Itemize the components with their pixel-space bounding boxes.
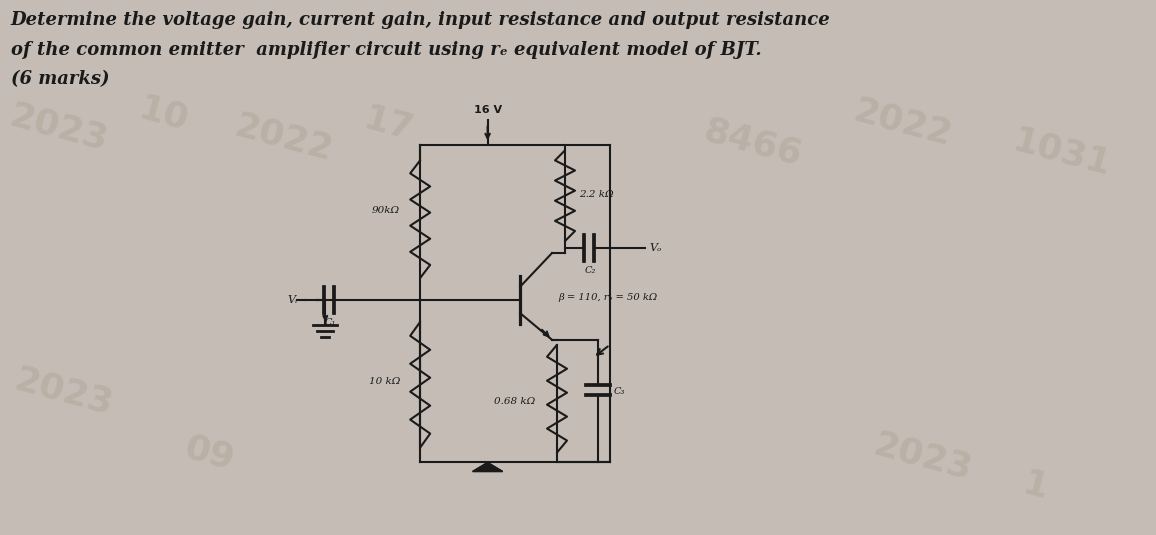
Text: 17: 17 [361,102,417,147]
Text: 1: 1 [1020,467,1052,507]
Text: 10 kΩ: 10 kΩ [369,377,400,386]
Text: 2023: 2023 [10,363,117,422]
Text: 8466: 8466 [699,113,806,172]
Text: 2023: 2023 [6,98,112,157]
Text: C₂: C₂ [584,266,595,275]
Text: 2022: 2022 [850,94,956,152]
Text: 2.2 kΩ: 2.2 kΩ [579,190,614,198]
Text: C₁: C₁ [325,318,336,327]
Text: β = 110, rₒ = 50 kΩ: β = 110, rₒ = 50 kΩ [558,293,657,302]
Text: 2023: 2023 [869,427,976,486]
Text: Vₒ: Vₒ [650,243,662,253]
Text: 10: 10 [135,91,193,137]
Text: 1031: 1031 [1009,124,1116,182]
Polygon shape [473,462,503,471]
Text: 0.68 kΩ: 0.68 kΩ [494,396,535,406]
Text: (6 marks): (6 marks) [10,71,109,88]
Text: 16 V: 16 V [474,105,502,116]
Text: of the common emitter  amplifier circuit using rₑ equivalent model of BJT.: of the common emitter amplifier circuit … [10,41,762,59]
Text: Vᵢ: Vᵢ [287,295,297,305]
Polygon shape [473,462,503,471]
Text: 09: 09 [180,431,238,477]
Text: C₃: C₃ [614,387,625,396]
Text: Determine the voltage gain, current gain, input resistance and output resistance: Determine the voltage gain, current gain… [10,11,830,29]
Text: 90kΩ: 90kΩ [372,206,400,215]
Text: 2022: 2022 [230,109,336,167]
